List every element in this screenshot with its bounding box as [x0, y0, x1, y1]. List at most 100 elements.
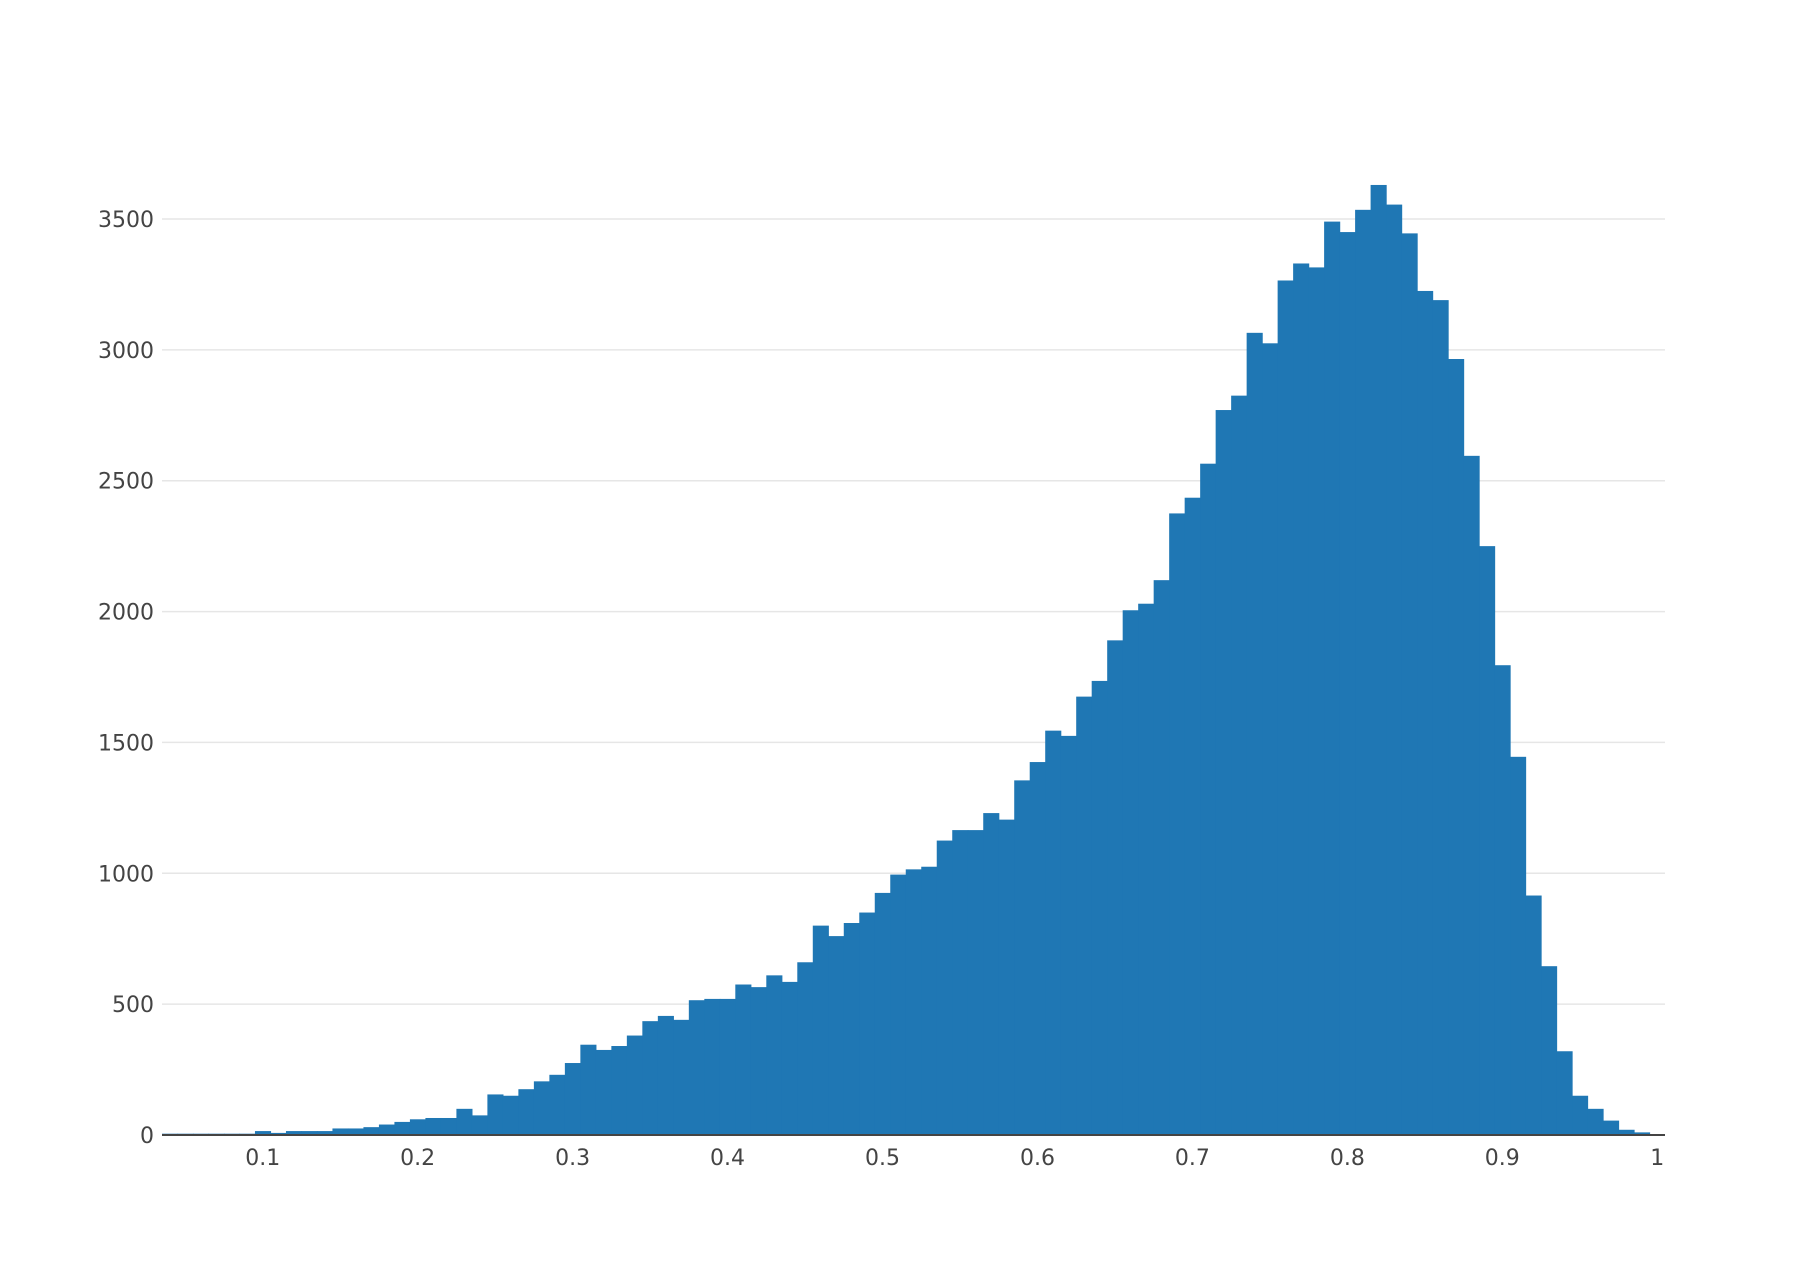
- histogram-bar: [766, 975, 783, 1135]
- histogram-bar: [254, 1131, 272, 1135]
- x-axis-tick-labels: 0.1 0.2 0.3 0.4 0.5 0.6 0.7 0.8 0.9 1: [245, 1146, 1664, 1171]
- histogram-bar: [347, 1128, 365, 1135]
- histogram-bar: [890, 874, 907, 1135]
- histogram-bar: [983, 813, 1000, 1135]
- histogram-bar: [688, 1000, 705, 1135]
- histogram-bar: [1324, 221, 1341, 1135]
- histogram-bar: [1277, 280, 1294, 1135]
- histogram-bar: [1122, 610, 1139, 1135]
- histogram-bars: [162, 184, 1651, 1135]
- x-tick-label: 0.9: [1485, 1146, 1520, 1171]
- histogram-bar: [797, 962, 814, 1135]
- histogram-bar: [859, 912, 876, 1135]
- histogram-bar: [998, 819, 1015, 1135]
- histogram-bar: [1401, 233, 1418, 1135]
- histogram-bar: [1107, 640, 1124, 1135]
- y-tick-label: 1500: [98, 731, 154, 756]
- histogram-bar: [626, 1035, 643, 1135]
- x-tick-label: 1: [1650, 1146, 1664, 1171]
- histogram-bar: [1014, 780, 1031, 1135]
- histogram-bar: [1246, 332, 1263, 1135]
- histogram-bar: [1339, 232, 1356, 1135]
- histogram-bar: [363, 1127, 380, 1135]
- histogram-bar: [456, 1108, 473, 1135]
- histogram-bar: [1479, 546, 1496, 1135]
- histogram-bar: [1510, 756, 1527, 1135]
- histogram-bar: [1494, 665, 1511, 1135]
- x-tick-label: 0.2: [400, 1146, 435, 1171]
- histogram-bar: [1231, 395, 1248, 1135]
- histogram-bar: [1091, 680, 1108, 1135]
- histogram-bar: [905, 869, 922, 1135]
- histogram-bar: [642, 1021, 659, 1135]
- histogram-bar: [1215, 410, 1232, 1135]
- y-tick-label: 2500: [98, 470, 154, 495]
- histogram-bar: [518, 1089, 535, 1135]
- histogram-bar: [580, 1044, 597, 1135]
- histogram-bar: [1060, 735, 1077, 1135]
- histogram-bar: [1262, 343, 1279, 1135]
- histogram-bar: [812, 925, 829, 1135]
- histogram-bar: [409, 1119, 427, 1135]
- histogram-bar: [502, 1095, 519, 1135]
- histogram-bar: [533, 1081, 550, 1135]
- y-tick-label: 0: [140, 1124, 154, 1149]
- histogram-bar: [1386, 204, 1403, 1135]
- histogram-bar: [967, 830, 984, 1135]
- x-tick-label: 0.6: [1020, 1146, 1055, 1171]
- histogram-bar: [1169, 513, 1186, 1135]
- histogram-bar: [1556, 1051, 1573, 1135]
- histogram-bar: [378, 1124, 396, 1135]
- histogram-bar: [921, 866, 938, 1135]
- histogram-bar: [1417, 290, 1434, 1135]
- histogram-bar: [1618, 1129, 1635, 1135]
- histogram-bar: [1076, 696, 1093, 1135]
- histogram-bar: [1308, 267, 1325, 1135]
- histogram-bar: [1138, 603, 1155, 1135]
- histogram-bar: [1153, 580, 1170, 1135]
- histogram-bar: [1200, 463, 1217, 1135]
- histogram-bar: [285, 1131, 303, 1135]
- histogram-bar: [425, 1117, 442, 1135]
- histogram-bar: [1572, 1095, 1589, 1135]
- histogram-bar: [1525, 895, 1542, 1135]
- y-tick-label: 3500: [98, 208, 154, 233]
- histogram-bar: [471, 1115, 488, 1135]
- x-tick-label: 0.7: [1175, 1146, 1210, 1171]
- histogram-bar: [332, 1128, 349, 1135]
- histogram-bar: [301, 1131, 318, 1135]
- histogram-bar: [1293, 263, 1310, 1135]
- histogram-bar: [874, 892, 891, 1135]
- gridlines: [162, 218, 1665, 1005]
- y-tick-label: 3000: [98, 339, 154, 364]
- histogram-bar: [316, 1131, 334, 1135]
- histogram-bar: [564, 1063, 581, 1135]
- histogram-bar: [1448, 359, 1465, 1135]
- histogram-bar: [1355, 209, 1372, 1135]
- histogram-bar: [611, 1046, 628, 1135]
- histogram-bar: [1029, 762, 1046, 1135]
- histogram-bar: [440, 1117, 458, 1135]
- histogram-bar: [719, 998, 736, 1135]
- x-tick-label: 0.4: [710, 1146, 745, 1171]
- histogram-bar: [673, 1019, 690, 1135]
- histogram-bar: [1463, 455, 1480, 1135]
- histogram-bar: [936, 840, 953, 1135]
- histogram-bar: [828, 936, 845, 1135]
- histogram-bar: [595, 1049, 612, 1135]
- histogram-bar: [1432, 300, 1449, 1135]
- y-axis-tick-labels: 0 500 1000 1500 2000 2500 3000 3500: [98, 208, 154, 1149]
- histogram-bar: [549, 1074, 566, 1135]
- histogram-bar: [843, 923, 860, 1135]
- x-tick-label: 0.5: [865, 1146, 900, 1171]
- histogram-bar: [1045, 730, 1062, 1135]
- histogram-bar: [1587, 1108, 1604, 1135]
- histogram-bar: [487, 1094, 504, 1135]
- histogram-bar: [1184, 497, 1201, 1135]
- histogram-bar: [750, 987, 767, 1135]
- histogram-bar: [1634, 1132, 1651, 1135]
- histogram-bar: [781, 981, 798, 1135]
- histogram-bar: [1541, 966, 1558, 1135]
